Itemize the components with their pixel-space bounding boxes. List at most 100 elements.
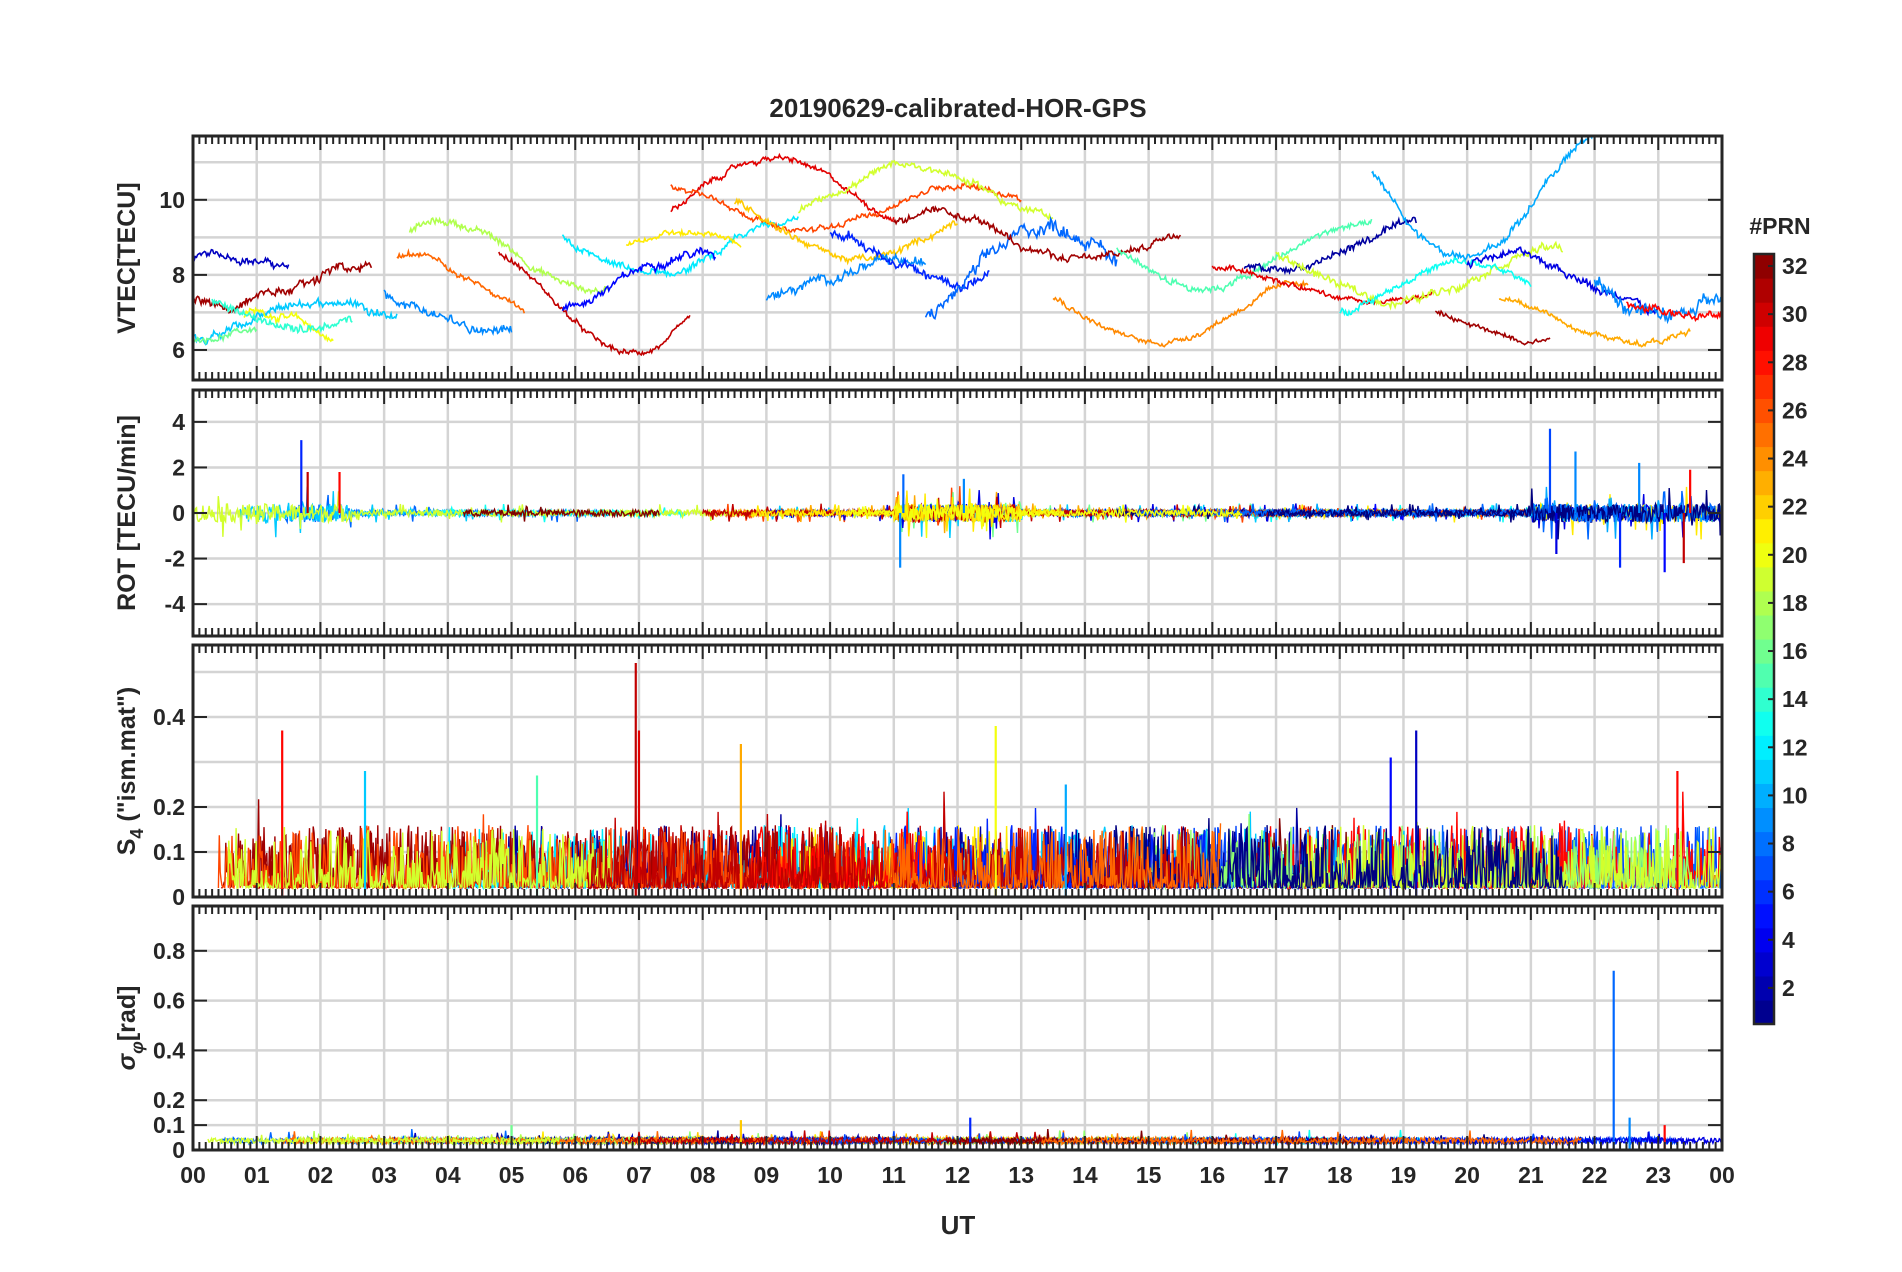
y-tick-label: 0.1 bbox=[153, 1112, 185, 1138]
x-tick-label: 11 bbox=[882, 1162, 907, 1188]
colorbar-swatch bbox=[1754, 566, 1774, 592]
x-tick-label: 15 bbox=[1136, 1162, 1162, 1188]
colorbar-swatch bbox=[1754, 518, 1774, 544]
vtec-series-prn-20 bbox=[243, 306, 334, 343]
colorbar-swatch bbox=[1754, 494, 1774, 520]
vtec-series-prn-21 bbox=[625, 227, 742, 248]
vtec-series-prn-16 bbox=[193, 325, 258, 346]
colorbar-swatch bbox=[1754, 446, 1774, 472]
colorbar-tick-label: 22 bbox=[1782, 494, 1808, 520]
vtec-panel: 6 8 10 VTEC[TECU] bbox=[113, 134, 1724, 382]
vtec-series-prn-14 bbox=[211, 298, 353, 335]
y-tick-label: 0 bbox=[172, 1137, 185, 1163]
axes-frame bbox=[191, 643, 1724, 899]
vtec-series-prn-4 bbox=[1466, 246, 1660, 317]
colorbar-swatch bbox=[1754, 542, 1774, 568]
axes-frame bbox=[191, 134, 1724, 382]
vtec-series-prn-25 bbox=[396, 248, 526, 314]
colorbar-swatch bbox=[1754, 759, 1774, 784]
vtec-series-prn-19 bbox=[798, 159, 1054, 221]
vtec-series-prn-3 bbox=[193, 248, 290, 271]
colorbar-swatch bbox=[1754, 302, 1774, 327]
colorbar-swatch bbox=[1754, 398, 1774, 424]
sigma-phi-panel: 00.10.2 0.4 0.6 0.8σφ[rad] bbox=[113, 904, 1724, 1163]
y-tick-label: 0.4 bbox=[153, 704, 185, 730]
colorbar-swatch bbox=[1754, 254, 1774, 279]
data-layer bbox=[194, 428, 1722, 573]
y-axis-label: σφ[rad] bbox=[113, 986, 147, 1071]
colorbar-tick-label: 14 bbox=[1782, 686, 1808, 712]
x-tick-labels: 00 01 02 03 04 05 06 07 08 09 10 11 12 13 14 15 16 17 18 19… bbox=[180, 1162, 1735, 1188]
colorbar-tick-label: 10 bbox=[1782, 782, 1808, 808]
y-tick-label: 0.2 bbox=[153, 1087, 185, 1113]
colorbar-swatch bbox=[1754, 927, 1774, 953]
vtec-series-prn-31 bbox=[1434, 309, 1551, 346]
s4-series-prn-19 bbox=[1298, 821, 1722, 891]
colorbar-swatch bbox=[1754, 807, 1774, 833]
y-tick-label: 2 bbox=[172, 454, 185, 480]
vtec-series-prn-26 bbox=[670, 182, 1022, 234]
y-tick-label: 0 bbox=[172, 500, 185, 526]
x-tick-label: 00 bbox=[1709, 1162, 1735, 1188]
x-tick-label: 18 bbox=[1327, 1162, 1353, 1188]
x-tick-label: 14 bbox=[1072, 1162, 1098, 1188]
vtec-series-prn-30 bbox=[498, 251, 691, 357]
colorbar-swatch bbox=[1754, 278, 1774, 303]
colorbar-tick-label: 24 bbox=[1782, 446, 1808, 472]
vtec-series-prn-9 bbox=[765, 252, 927, 301]
colorbar-tick-label: 20 bbox=[1782, 542, 1808, 568]
s4-panel: 0 0.1 0.2 0.4S4 ("ism.mat") bbox=[113, 643, 1724, 910]
data-layer bbox=[193, 136, 1722, 357]
colorbar-swatch bbox=[1754, 663, 1774, 688]
vtec-series-prn-28 bbox=[1626, 301, 1722, 322]
y-axis-label: S4 ("ism.mat") bbox=[113, 687, 147, 856]
colorbar-swatch bbox=[1754, 735, 1774, 760]
colorbar-tick-label: 8 bbox=[1782, 831, 1795, 857]
colorbar-swatch bbox=[1754, 831, 1774, 857]
x-tick-label: 04 bbox=[435, 1162, 461, 1188]
colorbar-tick-label: 26 bbox=[1782, 397, 1808, 423]
vtec-series-prn-6 bbox=[829, 229, 990, 293]
s4-series-prn-19 bbox=[226, 826, 612, 891]
y-tick-label: 0.1 bbox=[153, 839, 185, 865]
colorbar-title: #PRN bbox=[1749, 213, 1810, 239]
colorbar-swatch bbox=[1754, 590, 1774, 616]
colorbar-swatch bbox=[1754, 855, 1774, 881]
vtec-series-prn-12 bbox=[561, 215, 799, 279]
x-tick-label: 22 bbox=[1582, 1162, 1608, 1188]
y-tick-label: 0.4 bbox=[153, 1037, 185, 1063]
colorbar-frame bbox=[1752, 252, 1776, 1026]
colorbar-swatch bbox=[1754, 711, 1774, 736]
y-tick-label: 10 bbox=[159, 187, 185, 213]
colorbar-tick-label: 16 bbox=[1782, 638, 1808, 664]
x-tick-label: 00 bbox=[180, 1162, 206, 1188]
x-tick-label: 10 bbox=[817, 1162, 843, 1188]
axes-frame bbox=[191, 388, 1724, 638]
rot-series-prn-20 bbox=[848, 498, 1243, 539]
vtec-series-prn-29 bbox=[670, 152, 895, 222]
colorbar-tick-label: 6 bbox=[1782, 879, 1795, 905]
vtec-series-prn-24 bbox=[1052, 279, 1309, 348]
colorbar-swatch bbox=[1754, 639, 1774, 664]
s4-series-prn-25 bbox=[881, 823, 1222, 891]
colorbar-tick-label: 12 bbox=[1782, 734, 1808, 760]
colorbar-swatch bbox=[1754, 614, 1774, 640]
x-tick-label: 01 bbox=[244, 1162, 270, 1188]
vtec-series-prn-9 bbox=[1593, 276, 1722, 325]
y-axis-label: ROT [TECU/min] bbox=[113, 415, 141, 611]
vtec-series-prn-31 bbox=[893, 205, 1182, 264]
x-tick-label: 16 bbox=[1200, 1162, 1226, 1188]
x-tick-label: 23 bbox=[1645, 1162, 1671, 1188]
x-tick-label: 09 bbox=[754, 1162, 780, 1188]
colorbar-swatch bbox=[1754, 326, 1774, 351]
x-tick-label: 08 bbox=[690, 1162, 716, 1188]
x-tick-label: 12 bbox=[945, 1162, 971, 1188]
sigma_phi-series-prn-25 bbox=[1040, 1129, 1582, 1147]
y-tick-label: 6 bbox=[172, 337, 185, 363]
x-tick-label: 21 bbox=[1518, 1162, 1544, 1188]
vtec-series-prn-2 bbox=[1243, 216, 1417, 276]
vtec-series-prn-11 bbox=[193, 296, 398, 346]
y-tick-label: 0 bbox=[172, 884, 185, 910]
